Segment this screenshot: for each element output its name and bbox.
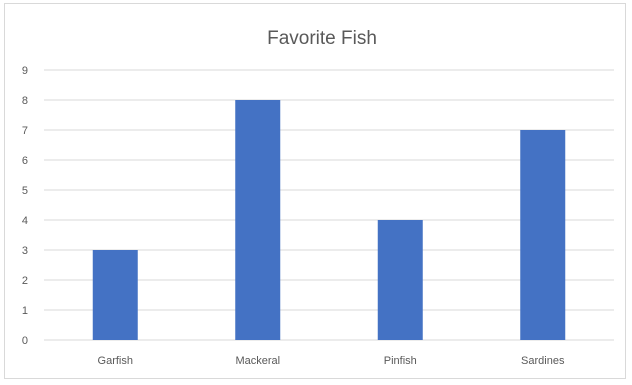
bar-sardines — [520, 130, 566, 340]
y-tick-label: 6 — [22, 155, 28, 167]
x-tick-label: Sardines — [521, 355, 565, 367]
bars — [92, 100, 566, 340]
y-tick-label: 1 — [22, 305, 28, 317]
x-axis-labels: Garfish Mackeral Pinfish Sardines — [98, 355, 565, 367]
gridlines — [44, 69, 614, 341]
y-tick-label: 7 — [22, 125, 28, 137]
y-tick-label: 3 — [22, 245, 28, 257]
y-tick-label: 8 — [22, 95, 28, 107]
x-tick-label: Mackeral — [235, 355, 280, 367]
y-tick-label: 9 — [22, 65, 28, 77]
bar-pinfish — [377, 220, 423, 340]
x-tick-label: Garfish — [98, 355, 133, 367]
y-tick-label: 4 — [22, 215, 28, 227]
bar-mackeral — [235, 100, 281, 340]
y-tick-label: 5 — [22, 185, 28, 197]
y-axis-ticks: 0 1 2 3 4 5 6 7 8 9 — [22, 65, 28, 347]
chart-title: Favorite Fish — [267, 28, 377, 49]
y-tick-label: 2 — [22, 275, 28, 287]
bar-garfish — [92, 250, 138, 340]
y-tick-label: 0 — [22, 335, 28, 347]
x-tick-label: Pinfish — [384, 355, 417, 367]
